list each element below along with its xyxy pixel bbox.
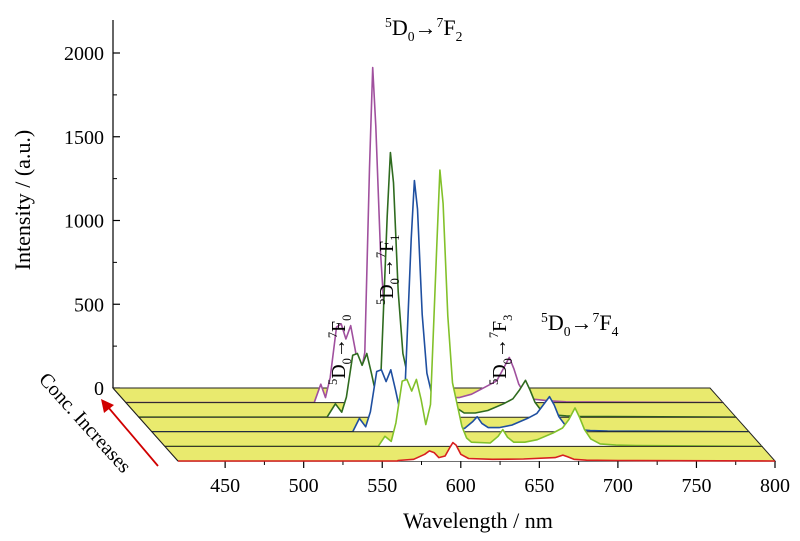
x-tick-label: 450	[210, 475, 240, 497]
x-axis-label: Wavelength / nm	[403, 508, 553, 533]
y-tick-label: 0	[94, 378, 104, 400]
depth-label: Conc. Increases	[34, 369, 135, 478]
y-tick-label: 500	[74, 294, 104, 316]
transition-label: 5D0→7F0	[326, 315, 354, 385]
x-axis: 450 500 550 600 650 700 750 800	[178, 460, 790, 497]
x-tick-label: 600	[446, 475, 476, 497]
spectrum-layer	[163, 441, 777, 462]
spectrum-layer	[150, 169, 764, 448]
y-tick-label: 1000	[64, 211, 104, 233]
spectra-layers	[111, 66, 777, 462]
y-axis-label: Intensity / (a.u.)	[10, 130, 35, 271]
transition-label: 5D0→7F2	[385, 15, 463, 44]
x-tick-label: 700	[603, 475, 633, 497]
transition-label: 5D0→7F3	[487, 315, 515, 385]
spectrum-fill	[397, 442, 618, 461]
spectrum-fill	[314, 67, 566, 403]
spectrum-fill	[353, 180, 608, 432]
y-tick-label: 2000	[64, 43, 104, 65]
y-axis: 0 500 1000 1500 2000	[64, 20, 120, 400]
transition-annotations: 5D0→7F0 5D0→7F1 5D0→7F2 5D0→7F3 5D0→7F4	[326, 15, 619, 385]
x-tick-label: 800	[760, 475, 790, 497]
spectrum-line	[165, 169, 763, 448]
x-tick-label: 550	[367, 475, 397, 497]
x-tick-label: 750	[681, 475, 711, 497]
spectrum-fill	[327, 152, 579, 418]
concentration-arrow	[101, 399, 159, 467]
spectrum-line	[178, 441, 776, 462]
x-tick-label: 500	[289, 475, 319, 497]
spectrum-fill	[378, 170, 637, 447]
transition-label: 5D0→7F4	[541, 310, 619, 339]
x-tick-label: 650	[524, 475, 554, 497]
transition-label: 5D0→7F1	[374, 235, 402, 305]
y-tick-label: 1500	[64, 127, 104, 149]
